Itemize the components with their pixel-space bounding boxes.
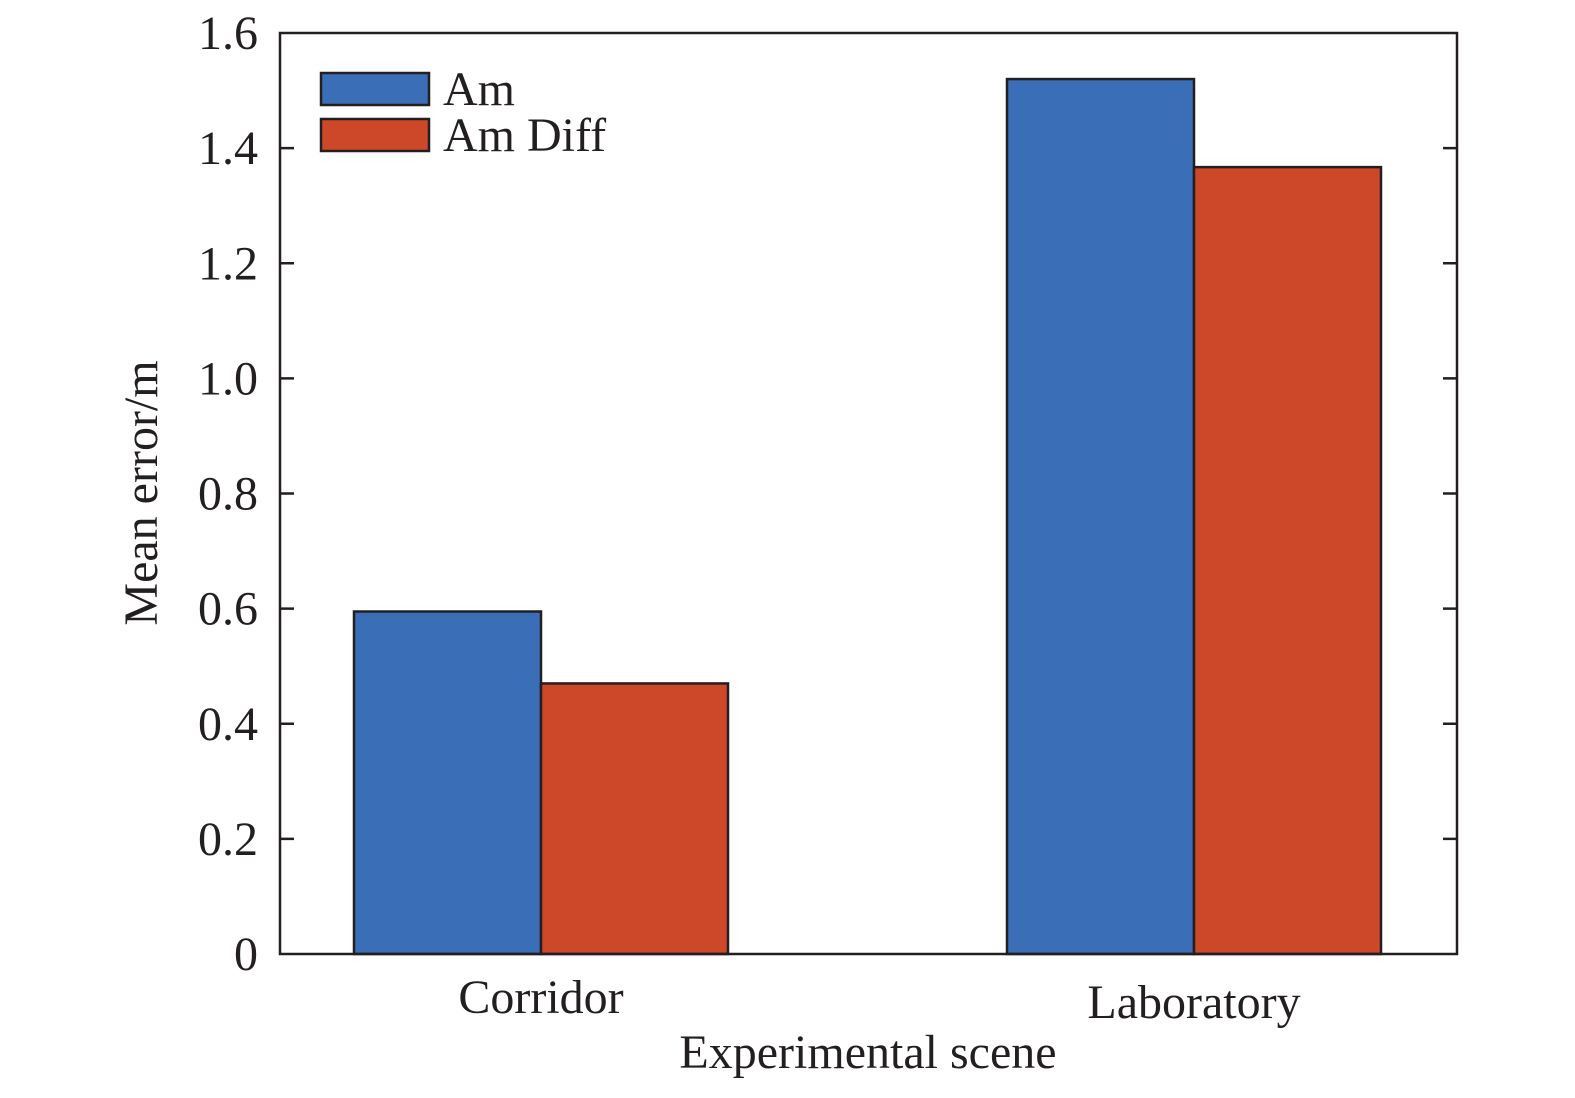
y-axis-ticks: 0 0.2 0.4 0.6 0.8 1.0 1.2 1.4 1.6: [198, 7, 1457, 981]
y-tick-label: 1.2: [198, 237, 258, 290]
x-axis-title: Experimental scene: [679, 1026, 1056, 1079]
y-tick-label: 0.8: [198, 468, 258, 521]
y-tick-label: 0.6: [198, 583, 258, 636]
y-tick-label: 0: [234, 928, 258, 981]
legend-swatch-am-diff: [319, 117, 431, 153]
bar-laboratory-am-diff: [1192, 165, 1383, 956]
x-tick-label-laboratory: Laboratory: [1087, 976, 1300, 1029]
y-tick-label: 0.4: [198, 698, 258, 751]
bars-layer: [352, 77, 1383, 956]
bar-laboratory-am: [1005, 77, 1196, 956]
y-tick-label: 0.2: [198, 813, 258, 866]
legend-swatch-am: [319, 71, 431, 107]
x-tick-label-corridor: Corridor: [458, 971, 623, 1024]
legend-label-am: Am: [443, 63, 515, 116]
bar-corridor-am-diff: [539, 682, 730, 956]
bar-corridor-am: [352, 610, 543, 956]
y-axis-title: Mean error/m: [115, 360, 168, 625]
y-tick-label: 1.0: [198, 352, 258, 405]
y-tick-label: 1.6: [198, 7, 258, 60]
legend-label-am-diff: Am Diff: [443, 109, 606, 162]
y-tick-label: 1.4: [198, 122, 258, 175]
x-axis-tick-labels: Corridor Laboratory: [458, 971, 1300, 1029]
